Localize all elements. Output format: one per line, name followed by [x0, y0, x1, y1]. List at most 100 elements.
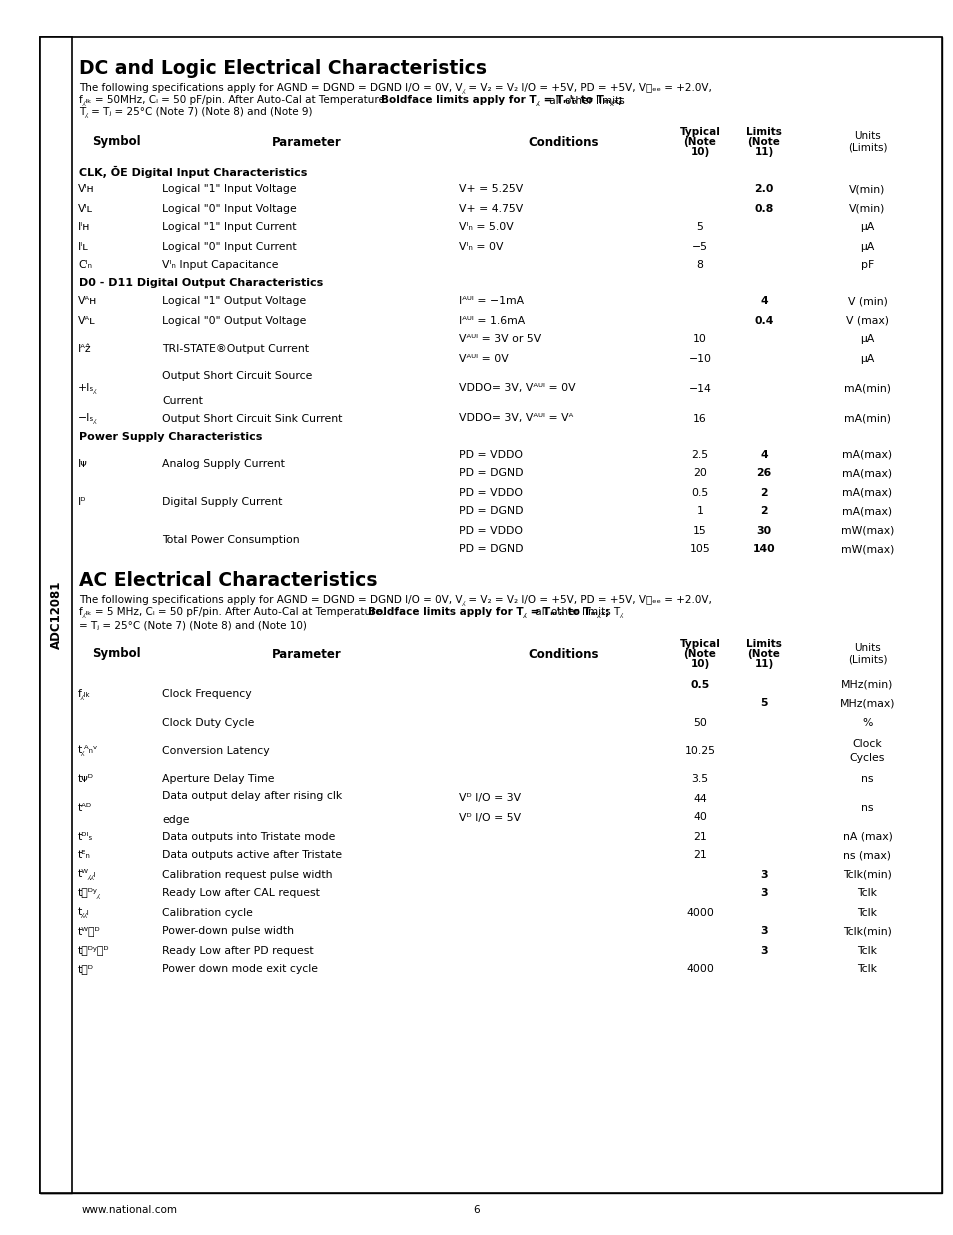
Text: 3: 3 [760, 888, 767, 899]
Text: Logical "0" Output Voltage: Logical "0" Output Voltage [162, 315, 306, 326]
Text: ns: ns [861, 774, 873, 784]
Text: mW(max): mW(max) [840, 545, 893, 555]
Text: mA(max): mA(max) [841, 506, 892, 516]
Text: Clock: Clock [852, 739, 882, 748]
Text: tᴯᴰ: tᴯᴰ [78, 965, 93, 974]
Text: Conditions: Conditions [528, 136, 598, 148]
Text: Limits: Limits [745, 127, 781, 137]
Text: 50: 50 [692, 718, 706, 727]
Text: −Iₛ⁁: −Iₛ⁁ [78, 412, 97, 424]
Text: 3: 3 [760, 946, 767, 956]
Text: (Note: (Note [683, 650, 716, 659]
Text: = Tⱼ = 25°C (Note 7) (Note 8) and (Note 10): = Tⱼ = 25°C (Note 7) (Note 8) and (Note … [79, 620, 307, 630]
Text: VDDO= 3V, Vᴬᵁᴵ = 0V: VDDO= 3V, Vᴬᵁᴵ = 0V [458, 384, 575, 394]
Text: V (max): V (max) [845, 315, 888, 326]
Text: Ready Low after CAL request: Ready Low after CAL request [162, 888, 319, 899]
Text: 21: 21 [693, 851, 706, 861]
Text: f⁁ₗₖ = 5 MHz, Cₗ = 50 pF/pin. After Auto-Cal at Temperature.: f⁁ₗₖ = 5 MHz, Cₗ = 50 pF/pin. After Auto… [79, 608, 388, 619]
Text: Symbol: Symbol [92, 136, 141, 148]
Text: t⁁⁁ₗ: t⁁⁁ₗ [78, 908, 90, 918]
Text: Vᴬᵁᴵ = 0V: Vᴬᵁᴵ = 0V [458, 353, 508, 363]
Text: Logical "1" Input Voltage: Logical "1" Input Voltage [162, 184, 296, 194]
Text: V(min): V(min) [848, 204, 884, 214]
Text: Output Short Circuit Sink Current: Output Short Circuit Sink Current [162, 414, 342, 424]
Text: 10): 10) [690, 659, 709, 669]
Text: 0.8: 0.8 [754, 204, 773, 214]
Text: Logical "1" Output Voltage: Logical "1" Output Voltage [162, 296, 306, 306]
Text: 5: 5 [696, 222, 702, 232]
Text: 20: 20 [692, 468, 706, 478]
Text: (Note: (Note [747, 650, 780, 659]
Text: Typical: Typical [679, 127, 720, 137]
Text: mA(min): mA(min) [843, 414, 890, 424]
Text: Ready Low after PD request: Ready Low after PD request [162, 946, 314, 956]
Text: Units: Units [853, 131, 880, 141]
Text: Iᴬᵁᴵ = −1mA: Iᴬᵁᴵ = −1mA [458, 296, 523, 306]
Text: 16: 16 [693, 414, 706, 424]
Text: Analog Supply Current: Analog Supply Current [162, 459, 285, 469]
Text: tᴰᴵₛ: tᴰᴵₛ [78, 831, 93, 841]
Text: Units: Units [853, 643, 880, 653]
Text: 11): 11) [754, 147, 773, 157]
Text: Boldface limits apply for T⁁ = Tₘᴵₙ to Tₘ⁁ₓ;: Boldface limits apply for T⁁ = Tₘᴵₙ to T… [380, 95, 621, 106]
Text: tᵂᴯᴰ: tᵂᴯᴰ [78, 926, 100, 936]
Text: Tclk: Tclk [857, 946, 877, 956]
Text: 15: 15 [693, 526, 706, 536]
Text: Vᴵₙ = 5.0V: Vᴵₙ = 5.0V [458, 222, 514, 232]
Text: tᴱₙ: tᴱₙ [78, 851, 91, 861]
Text: +Iₛ⁁: +Iₛ⁁ [78, 383, 97, 394]
Text: Clock Duty Cycle: Clock Duty Cycle [162, 718, 254, 727]
Text: μA: μA [860, 242, 874, 252]
Text: The following specifications apply for AGND = DGND = DGND I/O = 0V, V⁁ = V₂ = V₂: The following specifications apply for A… [79, 84, 711, 95]
Text: edge: edge [162, 815, 190, 825]
Text: 0.5: 0.5 [691, 488, 708, 498]
Text: 1: 1 [696, 506, 702, 516]
Text: −14: −14 [688, 384, 711, 394]
Text: D0 - D11 Digital Output Characteristics: D0 - D11 Digital Output Characteristics [79, 279, 323, 289]
Text: Parameter: Parameter [272, 647, 341, 661]
Text: TRI-STATE®Output Current: TRI-STATE®Output Current [162, 345, 309, 354]
Text: V(min): V(min) [848, 184, 884, 194]
Text: all other limits: all other limits [545, 96, 624, 106]
Text: 5: 5 [760, 699, 767, 709]
Text: 26: 26 [756, 468, 771, 478]
Text: Power-down pulse width: Power-down pulse width [162, 926, 294, 936]
Text: Vᴵʟ: Vᴵʟ [78, 204, 93, 214]
Text: PD = VDDO: PD = VDDO [458, 450, 522, 459]
Text: Calibration request pulse width: Calibration request pulse width [162, 869, 333, 879]
Text: mA(min): mA(min) [843, 384, 890, 394]
Text: AC Electrical Characteristics: AC Electrical Characteristics [79, 572, 377, 590]
Text: Cycles: Cycles [849, 753, 884, 763]
Text: Conditions: Conditions [528, 647, 598, 661]
Text: Vᴵₙ Input Capacitance: Vᴵₙ Input Capacitance [162, 261, 278, 270]
Text: V+ = 5.25V: V+ = 5.25V [458, 184, 522, 194]
Bar [40, 37, 71, 1193]
Text: 10): 10) [690, 147, 709, 157]
Text: DC and Logic Electrical Characteristics: DC and Logic Electrical Characteristics [79, 59, 486, 79]
Text: Logical "1" Input Current: Logical "1" Input Current [162, 222, 296, 232]
Text: Parameter: Parameter [272, 136, 341, 148]
Text: www.national.com: www.national.com [82, 1205, 178, 1215]
Text: Conversion Latency: Conversion Latency [162, 746, 270, 756]
Text: 2: 2 [760, 488, 767, 498]
Text: V (min): V (min) [846, 296, 886, 306]
Text: nA (max): nA (max) [841, 831, 891, 841]
Text: all other limits T⁁: all other limits T⁁ [532, 608, 622, 619]
Text: 30: 30 [756, 526, 771, 536]
Text: 0.4: 0.4 [754, 315, 773, 326]
Text: Tclk(min): Tclk(min) [842, 926, 891, 936]
Text: (Note: (Note [683, 137, 716, 147]
Text: Vᴬʜ: Vᴬʜ [78, 296, 97, 306]
Text: f⁁ₗₖ: f⁁ₗₖ [78, 688, 91, 699]
Text: Iᴬᵁᴵ = 1.6mA: Iᴬᵁᴵ = 1.6mA [458, 315, 525, 326]
Text: μA: μA [860, 335, 874, 345]
Text: Iᴵʜ: Iᴵʜ [78, 222, 91, 232]
Text: Vᴬʟ: Vᴬʟ [78, 315, 95, 326]
Text: 105: 105 [689, 545, 710, 555]
Text: 4000: 4000 [685, 908, 713, 918]
Text: Output Short Circuit Source: Output Short Circuit Source [162, 370, 312, 382]
Text: 10.25: 10.25 [684, 746, 715, 756]
Text: V+ = 4.75V: V+ = 4.75V [458, 204, 522, 214]
Text: 6: 6 [474, 1205, 479, 1215]
Text: 2: 2 [760, 506, 767, 516]
